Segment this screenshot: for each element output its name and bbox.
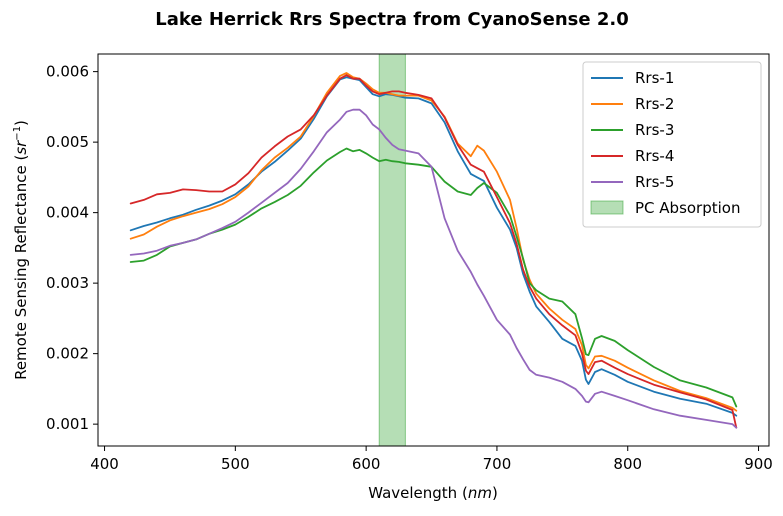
pc-absorption-band <box>378 53 406 447</box>
series-line-rrs-3 <box>129 147 738 408</box>
series-line-rrs-4 <box>129 74 738 429</box>
axes-ticks: 400 500 600 700 800 900 0.001 0.002 0.003 0.004 0.… <box>46 63 773 473</box>
y-axis-label: Remote Sensing Reflectance (sr−1) <box>12 120 30 380</box>
legend-label-rrs-2: Rrs-2 <box>635 95 674 113</box>
x-tick-label: 800 <box>613 455 642 473</box>
x-tick-label: 700 <box>483 455 512 473</box>
y-tick-label: 0.002 <box>46 345 89 363</box>
plot-frame <box>97 53 770 447</box>
legend-label-pc-absorption: PC Absorption <box>635 199 740 217</box>
x-tick-label: 900 <box>744 455 773 473</box>
x-axis-label: Wavelength (nm) <box>368 484 498 502</box>
y-tick-label: 0.006 <box>46 63 89 81</box>
legend-label-rrs-1: Rrs-1 <box>635 69 674 87</box>
x-tick-label: 500 <box>221 455 250 473</box>
y-tick-label: 0.001 <box>46 415 89 433</box>
y-tick-label: 0.005 <box>46 133 89 151</box>
legend-swatch-pc-absorption <box>590 200 624 215</box>
legend-label-rrs-3: Rrs-3 <box>635 121 674 139</box>
series-line-rrs-5 <box>129 108 738 429</box>
y-tick-label: 0.003 <box>46 274 89 292</box>
series-line-rrs-1 <box>129 76 738 417</box>
plot-area <box>129 53 738 447</box>
x-tick-label: 600 <box>352 455 381 473</box>
x-tick-label: 400 <box>90 455 119 473</box>
chart-title: Lake Herrick Rrs Spectra from CyanoSense… <box>155 9 628 30</box>
y-tick-label: 0.004 <box>46 204 89 222</box>
legend: Rrs-1 Rrs-2 Rrs-3 Rrs-4 Rrs-5 PC Absorption <box>582 61 762 228</box>
legend-label-rrs-4: Rrs-4 <box>635 147 674 165</box>
legend-box <box>582 61 762 228</box>
legend-label-rrs-5: Rrs-5 <box>635 173 674 191</box>
